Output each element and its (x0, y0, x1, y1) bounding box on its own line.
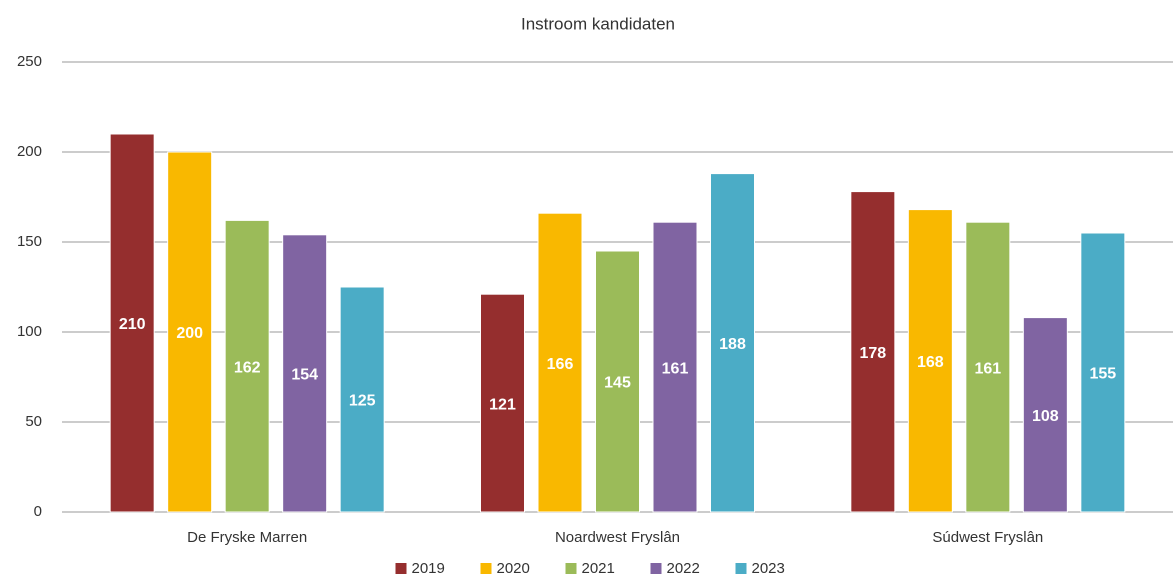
data-label: 210 (119, 316, 146, 333)
x-tick-label: Súdwest Fryslân (932, 529, 1043, 546)
data-label: 125 (349, 393, 376, 410)
data-label: 200 (176, 325, 203, 342)
legend-swatch (565, 563, 577, 574)
bar (652, 221, 698, 513)
chart-title: Instroom kandidaten (521, 14, 675, 33)
bar (710, 173, 755, 513)
bar (850, 191, 896, 513)
y-tick-label: 250 (17, 53, 42, 70)
y-tick-label: 150 (17, 233, 42, 250)
bar (480, 293, 525, 513)
data-label: 145 (604, 375, 631, 392)
legend-swatch (395, 563, 407, 574)
legend-swatch (650, 563, 662, 574)
bar (965, 221, 1011, 513)
bar (595, 250, 640, 513)
y-tick-label: 0 (34, 503, 42, 520)
legend-label: 2021 (582, 560, 615, 577)
bar (282, 234, 328, 513)
data-label: 155 (1089, 366, 1116, 383)
legend-label: 2020 (497, 560, 530, 577)
y-tick-label: 50 (25, 413, 42, 430)
data-label: 108 (1032, 408, 1059, 425)
bar (1022, 317, 1068, 513)
legend-label: 2019 (412, 560, 445, 577)
data-label: 168 (917, 354, 944, 371)
bar (224, 219, 270, 513)
y-tick-label: 200 (17, 143, 42, 160)
y-tick-label: 100 (17, 323, 42, 340)
data-label: 188 (719, 336, 746, 353)
x-tick-label: De Fryske Marren (187, 529, 307, 546)
bar (339, 286, 385, 513)
data-label: 161 (974, 360, 1001, 377)
data-label: 121 (489, 396, 516, 413)
x-tick-label: Noardwest Fryslân (555, 529, 680, 546)
data-label: 178 (859, 345, 886, 362)
data-label: 154 (291, 367, 318, 384)
legend-swatch (480, 563, 492, 574)
bar (907, 209, 953, 513)
data-label: 166 (547, 356, 574, 373)
legend-swatch (735, 563, 747, 574)
bar (109, 133, 155, 513)
bar (167, 151, 213, 513)
bar (1080, 232, 1126, 513)
legend-label: 2023 (752, 560, 785, 577)
data-label: 161 (662, 360, 689, 377)
bar (537, 212, 583, 513)
legend-label: 2022 (667, 560, 700, 577)
data-label: 162 (234, 359, 261, 376)
